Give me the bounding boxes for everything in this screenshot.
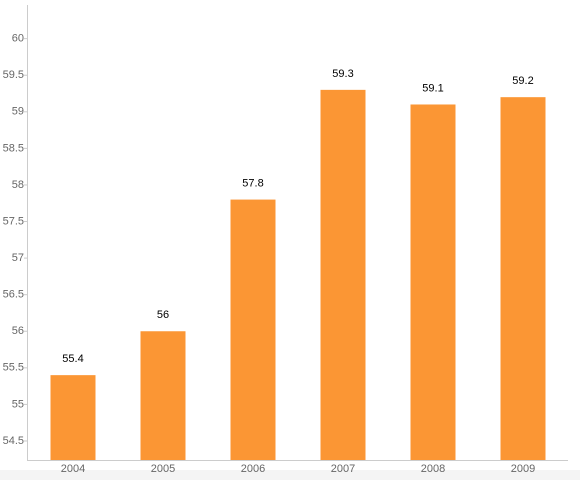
footer-band — [0, 470, 580, 480]
bar — [410, 104, 456, 460]
value-label: 59.3 — [332, 68, 353, 80]
bar — [50, 375, 96, 460]
x-tick-label: 2004 — [61, 463, 85, 475]
y-tick-label: 55 — [12, 398, 24, 410]
y-tick-label: 59.5 — [3, 69, 24, 81]
y-tick-label: 54.5 — [3, 435, 24, 447]
bar — [500, 97, 546, 461]
y-tick-label: 60 — [12, 33, 24, 45]
bar — [230, 199, 276, 460]
y-tick-label: 58.5 — [3, 142, 24, 154]
value-label: 57.8 — [242, 177, 263, 189]
value-label: 59.1 — [422, 82, 443, 94]
y-tick-label: 56.5 — [3, 289, 24, 301]
y-tick-label: 58 — [12, 179, 24, 191]
x-tick-label: 2006 — [241, 463, 265, 475]
y-tick-label: 55.5 — [3, 362, 24, 374]
y-tick-label: 56 — [12, 325, 24, 337]
x-tick-label: 2007 — [331, 463, 355, 475]
value-label: 55.4 — [62, 353, 83, 365]
y-tick-label: 57.5 — [3, 215, 24, 227]
y-tick-label: 57 — [12, 252, 24, 264]
x-tick-label: 2009 — [511, 463, 535, 475]
y-tick-label: 59 — [12, 106, 24, 118]
bar — [320, 89, 366, 460]
x-tick-label: 2008 — [421, 463, 445, 475]
x-tick-label: 2005 — [151, 463, 175, 475]
value-label: 56 — [157, 309, 169, 321]
bar — [140, 331, 186, 460]
value-label: 59.2 — [512, 75, 533, 87]
